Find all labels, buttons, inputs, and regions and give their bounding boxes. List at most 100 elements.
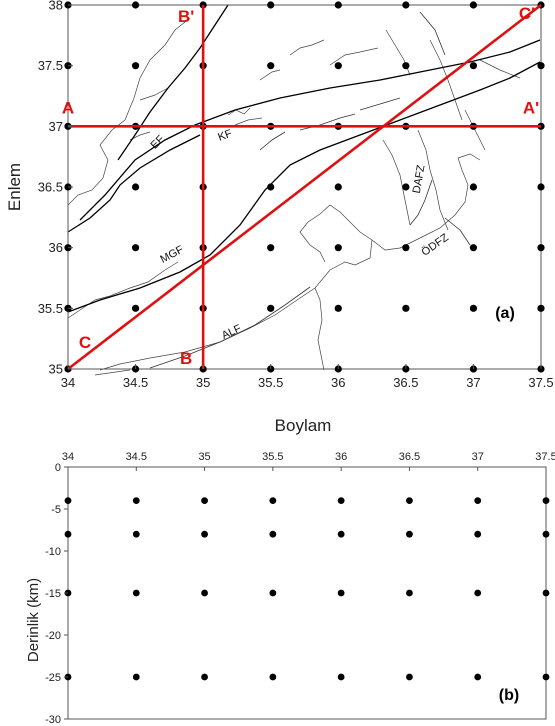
depth-grid-point	[474, 530, 482, 538]
map-y-tick-label: 38	[49, 0, 63, 13]
map-grid-point	[267, 304, 275, 312]
fault-label: MGF	[158, 244, 185, 266]
depth-x-tick-label: 34.5	[126, 451, 147, 463]
depth-tick-labels: 34 34.5 35 35.5 36 36.5 37 37.5 0 -5 -10 -15 -20 -25 -…	[45, 451, 555, 726]
map-grid-point	[469, 62, 478, 70]
depth-grid-point	[64, 530, 72, 538]
map-x-axis-label: Boylam	[275, 416, 332, 435]
map-y-tick-label: 35	[49, 362, 63, 377]
depth-y-axis-label: Derinlik (km)	[25, 578, 42, 662]
depth-grid-point	[542, 673, 550, 681]
section-start-label: B	[180, 349, 192, 368]
depth-grid-point	[337, 589, 345, 597]
depth-grid-point	[201, 673, 208, 681]
map-y-axis-label: Enlem	[5, 163, 24, 211]
depth-y-tick-label: 0	[55, 462, 61, 474]
depth-y-tick-label: -20	[45, 630, 61, 642]
map-grid-point	[537, 62, 545, 70]
depth-frame	[67, 466, 547, 720]
depth-panel: 34 34.5 35 35.5 36 36.5 37 37.5 0 -5 -10 -15 -20 -25 -…	[25, 451, 555, 726]
map-grid-point	[469, 304, 478, 312]
map-grid-point	[537, 244, 545, 252]
depth-grid-point	[269, 530, 277, 538]
map-grid-point	[334, 304, 342, 312]
depth-grid-points	[64, 497, 550, 681]
map-grid-point	[334, 62, 342, 70]
depth-grid-point	[269, 673, 277, 681]
map-grid-point	[334, 1, 342, 9]
depth-x-tick-label: 37.5	[535, 451, 555, 463]
map-grid-point	[402, 244, 410, 252]
depth-grid-point	[337, 673, 345, 681]
depth-y-tick-label: -25	[45, 672, 61, 684]
depth-y-tick-label: -30	[45, 714, 61, 726]
fault-lines	[67, 4, 541, 369]
depth-grid-point	[542, 530, 550, 538]
depth-grid-point	[406, 673, 413, 681]
depth-grid-point	[269, 497, 277, 504]
depth-grid-point	[474, 673, 482, 681]
depth-y-tick-label: -5	[51, 504, 61, 516]
map-grid-point	[131, 1, 140, 9]
coastline-lines	[67, 17, 521, 376]
depth-grid-point	[201, 530, 208, 538]
map-panel-label: (a)	[495, 305, 515, 322]
map-x-tick-label: 35	[196, 375, 210, 390]
section-end-label: C'	[519, 4, 535, 23]
map-grid-point	[334, 183, 342, 191]
section-start-label: C	[79, 333, 91, 352]
depth-grid-point	[474, 497, 482, 504]
map-grid-point	[537, 183, 545, 191]
depth-panel-label: (b)	[499, 687, 519, 704]
map-tick-labels: 34 34.5 35 35.5 36 36.5 37 37.5 35 35.5 36 36.5 37 37…	[38, 0, 554, 390]
map-grid-point	[131, 62, 140, 70]
depth-grid-point	[406, 497, 413, 504]
depth-grid-point	[201, 497, 208, 504]
depth-x-tick-label: 37	[472, 451, 484, 463]
cross-section-lines	[67, 3, 542, 371]
depth-grid-point	[132, 589, 140, 597]
map-x-tick-label: 34.5	[123, 375, 148, 390]
map-grid-point	[131, 304, 140, 312]
map-x-tick-label: 36	[331, 375, 345, 390]
map-y-tick-label: 36	[49, 240, 63, 255]
depth-x-tick-label: 36.5	[399, 451, 420, 463]
depth-x-tick-label: 34	[62, 451, 74, 463]
map-grid-point	[402, 183, 410, 191]
cross-section-labels: A A' B B' C C'	[62, 4, 539, 368]
map-x-tick-label: 37	[466, 375, 480, 390]
map-x-tick-label: 37.5	[528, 375, 553, 390]
depth-grid-point	[337, 497, 345, 504]
depth-grid-point	[132, 673, 140, 681]
map-y-tick-label: 36.5	[38, 180, 63, 195]
depth-grid-point	[406, 530, 413, 538]
map-grid-point	[469, 244, 478, 252]
depth-grid-point	[542, 589, 550, 597]
depth-x-tick-label: 35.5	[262, 451, 283, 463]
section-end-label: B'	[178, 7, 194, 26]
depth-grid-point	[132, 497, 140, 504]
map-grid-point	[469, 1, 478, 9]
depth-y-tick-label: -10	[45, 546, 61, 558]
map-grid-point	[334, 244, 342, 252]
map-grid-point	[131, 183, 140, 191]
map-grid-point	[131, 244, 140, 252]
depth-grid-point	[542, 497, 550, 504]
depth-y-tick-label: -15	[45, 588, 61, 600]
map-grid-point	[402, 62, 410, 70]
cross-section-line	[67, 3, 542, 371]
fault-label: KF	[216, 128, 234, 144]
map-y-tick-label: 37.5	[38, 58, 63, 73]
depth-grid-point	[337, 530, 345, 538]
map-grid-point	[267, 62, 275, 70]
depth-grid-point	[132, 530, 140, 538]
map-grid-point	[402, 304, 410, 312]
map-grid-point	[267, 244, 275, 252]
depth-grid-point	[406, 589, 413, 597]
map-x-tick-label: 36.5	[393, 375, 418, 390]
depth-grid-point	[64, 497, 72, 504]
section-start-label: A	[62, 98, 74, 117]
fault-label: ALF	[220, 322, 244, 342]
map-panel: 34 34.5 35 35.5 36 36.5 37 37.5 35 35.5 36 36.5 37 37…	[5, 0, 554, 435]
